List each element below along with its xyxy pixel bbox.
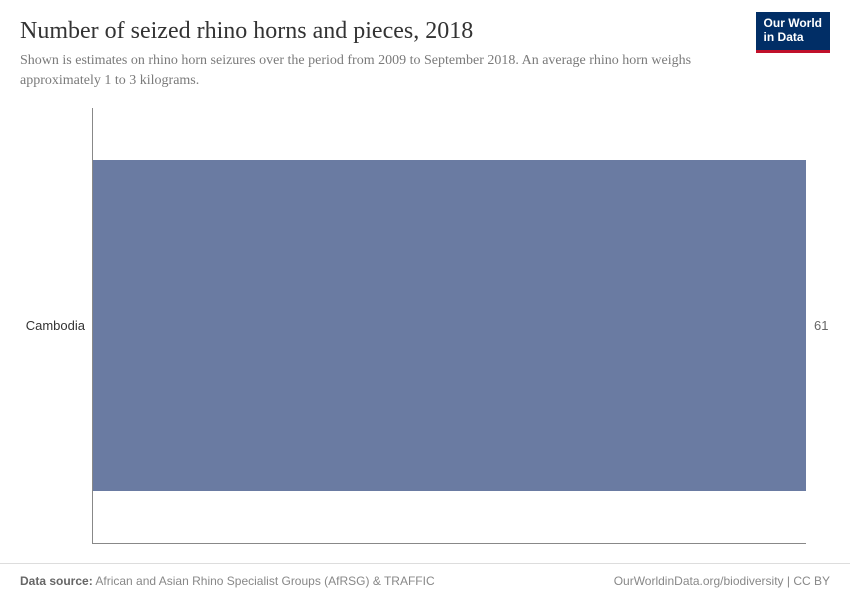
source-label: Data source: <box>20 574 93 588</box>
footer: Data source: African and Asian Rhino Spe… <box>0 563 850 600</box>
header: Our World in Data Number of seized rhino… <box>0 0 850 94</box>
chart-subtitle: Shown is estimates on rhino horn seizure… <box>20 51 720 90</box>
owid-logo: Our World in Data <box>756 12 830 53</box>
chart-area: Cambodia61 <box>92 108 806 544</box>
category-label: Cambodia <box>7 318 85 333</box>
source-text: African and Asian Rhino Specialist Group… <box>95 574 434 588</box>
logo-line2: in Data <box>764 30 804 44</box>
footer-attribution: OurWorldinData.org/biodiversity | CC BY <box>614 574 830 588</box>
bar <box>93 160 806 491</box>
footer-source: Data source: African and Asian Rhino Spe… <box>20 574 435 588</box>
plot-region: Cambodia61 <box>93 108 806 543</box>
chart-title: Number of seized rhino horns and pieces,… <box>20 16 830 47</box>
chart-container: Our World in Data Number of seized rhino… <box>0 0 850 600</box>
logo-line1: Our World <box>764 16 822 30</box>
bar-row <box>93 160 806 491</box>
value-label: 61 <box>814 318 828 333</box>
